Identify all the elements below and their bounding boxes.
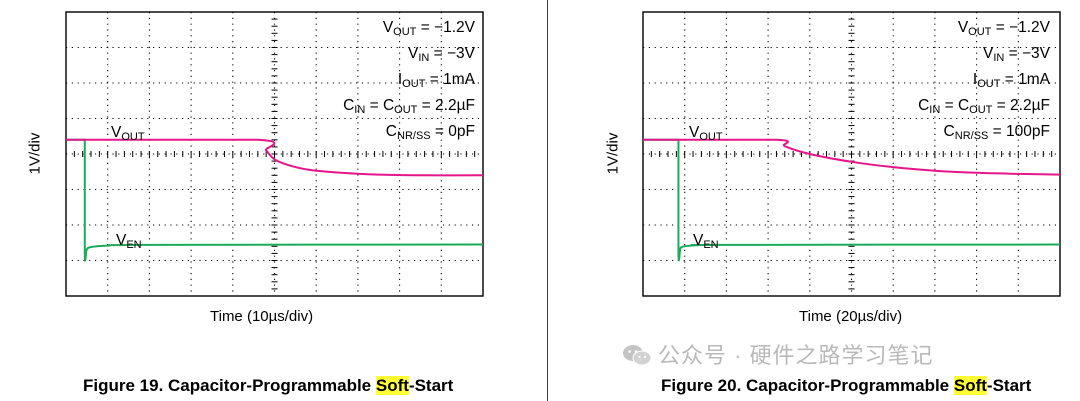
- param-cin-cout: CIN = COUT = 2.2µF: [343, 97, 475, 116]
- watermark-text: 公众号 · 硬件之路学习笔记: [658, 343, 934, 368]
- panel-divider: [547, 0, 548, 401]
- ven-trace-label: VEN: [116, 232, 142, 251]
- vout-trace-label: VOUT: [689, 124, 723, 143]
- ven-trace: [643, 138, 1061, 262]
- figure-caption: Figure 19. Capacitor-Programmable Soft-S…: [83, 376, 454, 395]
- figure-20-panel: 1V/div VOUT = −1.2V VIN = −3V IOUT = 1mA…: [548, 0, 1080, 401]
- param-vin: VIN = −3V: [982, 45, 1050, 64]
- param-cnrss: CNR/SS = 0pF: [385, 123, 475, 142]
- wechat-icon: [623, 345, 652, 366]
- vout-trace-label: VOUT: [111, 124, 145, 143]
- ven-trace: [66, 138, 484, 262]
- conditions-block: VOUT = −1.2V VIN = −3V IOUT = 1mA CIN = …: [343, 17, 475, 147]
- x-axis-label: Time (10µs/div): [210, 308, 314, 325]
- param-cin-cout: CIN = COUT = 2.2µF: [918, 97, 1050, 116]
- vout-trace: [66, 138, 484, 177]
- conditions-block: VOUT = −1.2V VIN = −3V IOUT = 1mA CIN = …: [918, 17, 1050, 147]
- figure-caption: Figure 20. Capacitor-Programmable Soft-S…: [661, 376, 1032, 395]
- plot-frame: [642, 11, 1061, 297]
- param-vout: VOUT = −1.2V: [957, 19, 1050, 38]
- x-axis-label: Time (20µs/div): [799, 308, 903, 325]
- plot-frame: [65, 11, 484, 297]
- figure-19-panel: 1V/div VOUT = −1.2V VIN = −3V IOUT = 1mA…: [26, 11, 484, 395]
- param-iout: IOUT = 1mA: [397, 71, 475, 90]
- oscilloscope-plot-fig19: [65, 11, 484, 297]
- watermark: 公众号 · 硬件之路学习笔记: [622, 338, 934, 370]
- oscilloscope-plot-fig20: [642, 11, 1061, 297]
- param-vin: VIN = −3V: [407, 45, 475, 64]
- y-axis-label: 1V/div: [26, 132, 44, 175]
- ven-trace-label: VEN: [693, 232, 719, 251]
- param-vout: VOUT = −1.2V: [382, 19, 475, 38]
- param-iout: IOUT = 1mA: [972, 71, 1050, 90]
- y-axis-label: 1V/div: [604, 132, 622, 175]
- param-cnrss: CNR/SS = 100pF: [943, 123, 1050, 142]
- vout-trace: [643, 138, 1061, 176]
